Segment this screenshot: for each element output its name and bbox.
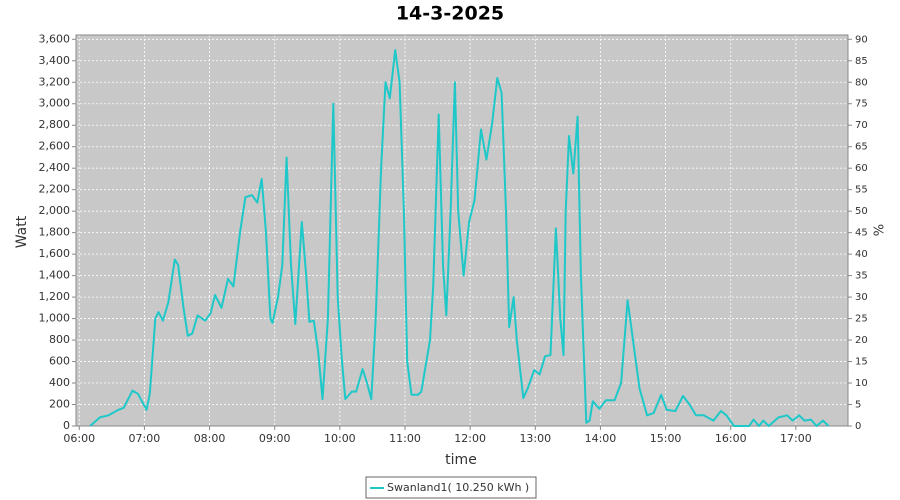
- y2-tick-label: 80: [855, 77, 868, 88]
- x-tick-label: 17:00: [780, 432, 812, 445]
- y2-tick-label: 20: [855, 335, 868, 346]
- x-tick-label: 07:00: [129, 432, 161, 445]
- data-line: [89, 49, 830, 427]
- y-tick-label: 400: [49, 376, 70, 389]
- y-tick-label: 3,000: [39, 97, 71, 110]
- y-tick-label: 3,400: [39, 54, 71, 67]
- x-tick-label: 15:00: [650, 432, 682, 445]
- y-tick-label: 1,000: [39, 312, 71, 325]
- y2-tick-label: 65: [855, 142, 868, 153]
- chart-title: 14-3-2025: [396, 3, 504, 25]
- y2-tick-label: 85: [855, 56, 868, 67]
- y-axis-label: Watt: [14, 215, 30, 248]
- y2-tick-label: 10: [855, 378, 868, 389]
- y-tick-label: 3,200: [39, 75, 71, 88]
- x-tick-label: 13:00: [519, 432, 551, 445]
- x-axis-label: time: [445, 452, 477, 468]
- y-tick-label: 2,800: [39, 118, 71, 131]
- y-tick-label: 3,600: [39, 32, 71, 45]
- y2-tick-label: 15: [855, 357, 868, 368]
- y-tick-label: 2,400: [39, 161, 71, 174]
- plot-border: [75, 34, 849, 427]
- y2-tick-label: 50: [855, 206, 868, 217]
- y2-tick-label: 5: [855, 400, 861, 411]
- x-tick-label: 06:00: [63, 432, 95, 445]
- y2-tick-label: 70: [855, 120, 868, 131]
- y-tick-label: 1,400: [39, 269, 71, 282]
- y-tick-label: 2,000: [39, 204, 71, 217]
- y-tick-label: 1,200: [39, 290, 71, 303]
- x-tick-label: 12:00: [454, 432, 486, 445]
- x-tick-label: 11:00: [389, 432, 421, 445]
- y-tick-label: 600: [49, 355, 70, 368]
- y2-tick-label: 30: [855, 292, 868, 303]
- y-tick-label: 2,200: [39, 183, 71, 196]
- y2-tick-label: 0: [855, 421, 861, 432]
- y-tick-label: 2,600: [39, 140, 71, 153]
- y-tick-label: 0: [63, 419, 70, 432]
- plot-area: [76, 35, 848, 426]
- y2-tick-label: 40: [855, 249, 868, 260]
- y-tick-label: 1,800: [39, 226, 71, 239]
- x-tick-label: 09:00: [259, 432, 291, 445]
- y2-tick-label: 55: [855, 185, 868, 196]
- x-tick-label: 14:00: [585, 432, 617, 445]
- y2-tick-label: 60: [855, 163, 868, 174]
- x-tick-label: 10:00: [324, 432, 356, 445]
- y2-tick-label: 35: [855, 271, 868, 282]
- y-tick-label: 200: [49, 398, 70, 411]
- y2-tick-label: 90: [855, 34, 868, 45]
- y2-tick-label: 75: [855, 99, 868, 110]
- legend-box: [365, 476, 537, 499]
- x-tick-label: 16:00: [715, 432, 747, 445]
- y2-tick-label: 25: [855, 314, 868, 325]
- y-tick-label: 1,600: [39, 247, 71, 260]
- y-tick-label: 800: [49, 333, 70, 346]
- y2-tick-label: 45: [855, 228, 868, 239]
- x-tick-label: 08:00: [194, 432, 226, 445]
- legend-label: Swanland1( 10.250 kWh ): [387, 481, 529, 494]
- y2-axis-label: %: [873, 224, 888, 236]
